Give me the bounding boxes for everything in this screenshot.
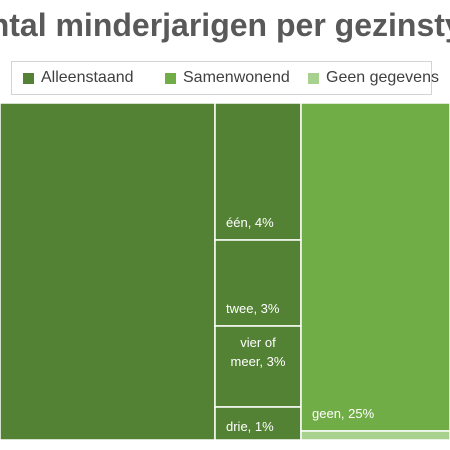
tile-label-alleenstaand-vier-of-meer: vier of meer, 3% (231, 335, 286, 369)
tile-alleenstaand-twee (214, 239, 302, 327)
tile-samenwonend-geen (300, 103, 450, 432)
legend: Alleenstaand Samenwonend Geen gegevens (11, 61, 439, 95)
legend-swatch-samenwonend (165, 72, 176, 84)
tile-label-alleenstaand-twee: twee, 3% (226, 301, 280, 316)
chart-title: ...ntal minderjarigen per gezinsty... (0, 7, 450, 43)
tile-alleenstaand-n (214, 103, 302, 241)
tile-label-alleenstaand-drie: drie, 1% (226, 419, 274, 434)
treemap-plot: één, 4% twee, 3% vier of meer, 3% drie, 1% ge… (0, 103, 450, 440)
legend-item-samenwonend: Samenwonend (165, 69, 290, 87)
tile-geen-gegevens (300, 430, 450, 440)
legend-label-samenwonend: Samenwonend (183, 69, 290, 86)
legend-swatch-geen-gegevens (308, 72, 319, 84)
legend-label-alleenstaand: Alleenstaand (41, 69, 134, 86)
legend-label-geen-gegevens: Geen gegevens (326, 69, 439, 86)
tile-label-alleenstaand-n: één, 4% (226, 215, 274, 230)
tile-label-samenwonend-geen: geen, 25% (312, 406, 375, 421)
legend-swatch-alleenstaand (23, 72, 34, 84)
tile-alleenstaand-drie (214, 406, 302, 440)
legend-item-alleenstaand: Alleenstaand (23, 69, 134, 87)
tile-alleenstaand-main (0, 103, 216, 440)
legend-item-geen-gegevens: Geen gegevens (308, 69, 439, 87)
